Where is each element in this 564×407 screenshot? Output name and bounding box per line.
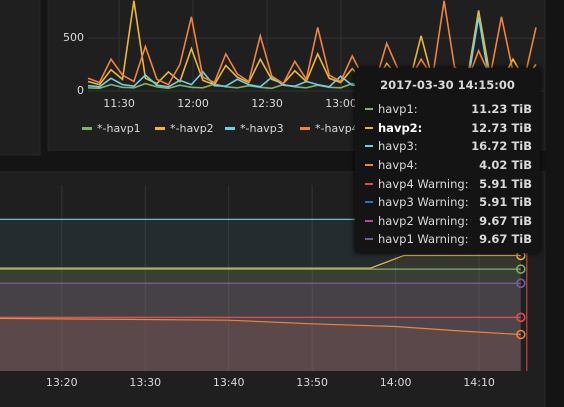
legend-label: *-havp4 <box>315 122 359 135</box>
series-area <box>0 219 521 371</box>
series-swatch <box>365 219 373 222</box>
hover-point <box>516 329 526 340</box>
y-tick-label: 500 <box>63 31 84 44</box>
series-name: havp4 Warning: <box>378 176 469 191</box>
series-line <box>0 254 521 269</box>
hover-point <box>516 312 526 323</box>
x-tick-label: 13:40 <box>213 376 245 389</box>
series-value: 11.23 TiB <box>471 102 532 117</box>
x-tick-label: 12:00 <box>177 97 209 110</box>
top-chart: 0 500 11:30 12:00 12:30 13:00 *-havp1 *-havp2 *-… <box>63 0 545 135</box>
legend-label: *-havp2 <box>170 122 214 135</box>
tooltip-rows: havp1: 11.23 TiB havp2: 12.73 TiB havp3: 16.7… <box>355 100 540 249</box>
series-name: havp3: <box>378 139 418 154</box>
y-tick-label: 0 <box>77 84 84 97</box>
tooltip-row: havp4: 4.02 TiB <box>355 156 540 175</box>
series-swatch <box>365 145 373 148</box>
hover-point <box>516 264 526 274</box>
series-value: 5.91 TiB <box>479 176 532 191</box>
series-name: havp3 Warning: <box>378 195 469 210</box>
legend-swatch <box>155 127 165 130</box>
legend-swatch <box>82 127 92 130</box>
tooltip: 2017-03-30 14:15:00 havp1: 11.23 TiB havp2… <box>355 68 540 253</box>
series-line <box>0 317 521 336</box>
tooltip-row: havp1 Warning: 9.67 TiB <box>355 230 540 249</box>
series-swatch <box>365 126 373 129</box>
series-value: 9.67 TiB <box>479 213 532 228</box>
series-area <box>0 283 521 371</box>
series-value: 5.91 TiB <box>479 195 532 210</box>
legend-swatch <box>225 127 235 130</box>
tooltip-row: havp3: 16.72 TiB <box>355 137 540 156</box>
series-name: havp1: <box>378 102 418 117</box>
legend-swatch <box>300 127 310 130</box>
x-tick-label: 13:50 <box>296 376 328 389</box>
series-value: 9.67 TiB <box>479 232 532 247</box>
series-name: havp4: <box>378 158 418 173</box>
series-value: 16.72 TiB <box>471 139 532 154</box>
series-name: havp2: <box>378 120 423 135</box>
bottom-chart: 13:20 13:30 13:40 13:50 14:00 14:10 <box>0 185 528 389</box>
tooltip-title: 2017-03-30 14:15:00 <box>380 78 515 92</box>
series-swatch <box>365 238 373 241</box>
x-tick-label: 13:00 <box>325 97 357 110</box>
tooltip-row: havp2 Warning: 9.67 TiB <box>355 212 540 231</box>
left-panel <box>0 0 41 156</box>
x-tick-label: 12:30 <box>251 97 283 110</box>
series-area <box>0 317 521 371</box>
series-area <box>0 255 521 371</box>
series-swatch <box>365 164 373 167</box>
tooltip-row: havp1: 11.23 TiB <box>355 100 540 119</box>
series-value: 4.02 TiB <box>479 158 532 173</box>
series-swatch <box>365 108 373 111</box>
series-name: havp2 Warning: <box>378 213 469 228</box>
x-tick-label: 14:00 <box>380 376 412 389</box>
tooltip-row: havp2: 12.73 TiB <box>355 119 540 138</box>
hover-point <box>516 278 526 289</box>
x-tick-label: 13:30 <box>129 376 161 389</box>
series-swatch <box>365 201 373 204</box>
legend-label: *-havp1 <box>97 122 141 135</box>
series-area <box>0 318 521 371</box>
series-area <box>0 283 521 371</box>
series-value: 12.73 TiB <box>471 120 532 135</box>
x-tick-label: 14:10 <box>463 376 495 389</box>
tooltip-row: havp3 Warning: 5.91 TiB <box>355 193 540 212</box>
x-tick-label: 11:30 <box>103 97 135 110</box>
tooltip-row: havp4 Warning: 5.91 TiB <box>355 174 540 193</box>
series-area <box>0 317 521 371</box>
series-area <box>0 269 521 371</box>
legend-label: *-havp3 <box>240 122 284 135</box>
series-name: havp1 Warning: <box>378 232 469 247</box>
series-swatch <box>365 182 373 185</box>
x-tick-label: 13:20 <box>46 376 78 389</box>
